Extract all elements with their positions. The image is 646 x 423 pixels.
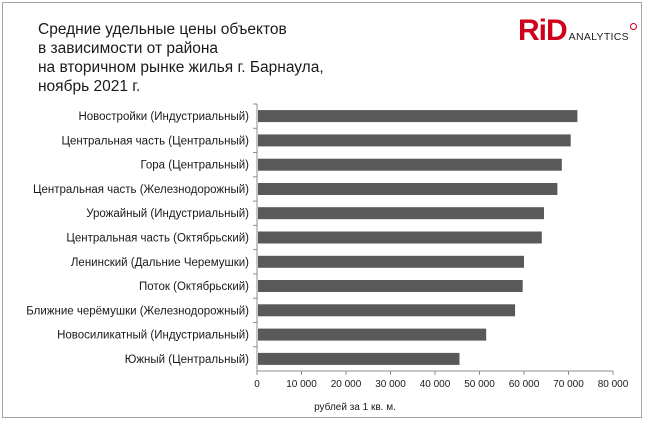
category-label-6: Ленинский (Дальние Черемушки) bbox=[71, 257, 249, 269]
title-line-4: ноябрь 2021 г. bbox=[38, 78, 141, 95]
category-label-8: Ближние черёмушки (Железнодорожный) bbox=[26, 305, 249, 317]
category-label-9: Новосиликатный (Индустриальный) bbox=[57, 330, 249, 342]
bar-9 bbox=[258, 328, 487, 341]
bar-10 bbox=[258, 352, 460, 365]
bar-2 bbox=[258, 158, 562, 171]
bar-1 bbox=[258, 134, 571, 147]
x-axis-label: рублей за 1 кв. м. bbox=[314, 401, 396, 413]
x-tick-label-0: 0 bbox=[254, 379, 260, 390]
logo-subtitle: ANALYTICS bbox=[568, 31, 629, 43]
category-label-3: Центральная часть (Железнодорожный) bbox=[33, 184, 249, 196]
logo-brand: RiD bbox=[518, 14, 568, 47]
bar-0 bbox=[258, 110, 578, 123]
x-tick-label-3: 30 000 bbox=[375, 379, 406, 390]
x-tick-label-4: 40 000 bbox=[420, 379, 451, 390]
x-tick-label-2: 20 000 bbox=[331, 379, 362, 390]
x-tick-label-1: 10 000 bbox=[286, 379, 317, 390]
title-line-2: в зависимости от района bbox=[38, 40, 219, 57]
x-tick-label-5: 50 000 bbox=[464, 379, 495, 390]
x-tick-label-8: 80 000 bbox=[598, 379, 629, 390]
bar-7 bbox=[258, 280, 523, 292]
logo-dot-icon bbox=[629, 23, 637, 30]
title-line-1: Средние удельные цены объектов bbox=[38, 21, 287, 38]
category-label-4: Урожайный (Индустриальный) bbox=[86, 208, 249, 220]
category-label-5: Центральная часть (Октябрьский) bbox=[66, 233, 249, 245]
bar-6 bbox=[258, 255, 524, 268]
category-label-0: Новостройки (Индустриальный) bbox=[78, 111, 249, 123]
category-label-1: Центральная часть (Центральный) bbox=[62, 135, 250, 147]
title-line-3: на вторичном рынке жилья г. Барнаула, bbox=[38, 59, 324, 76]
category-label-2: Гора (Центральный) bbox=[140, 160, 249, 172]
chart-title: Средние удельные цены объектов в зависим… bbox=[38, 20, 324, 96]
bar-3 bbox=[258, 183, 558, 195]
category-label-7: Поток (Октябрьский) bbox=[139, 281, 249, 293]
bar-4 bbox=[258, 207, 544, 220]
bar-8 bbox=[258, 304, 516, 317]
x-tick-label-7: 70 000 bbox=[553, 379, 584, 390]
category-label-10: Южный (Центральный) bbox=[125, 354, 249, 366]
x-tick-label-6: 60 000 bbox=[509, 379, 540, 390]
bar-5 bbox=[258, 231, 542, 244]
rid-analytics-logo: RiD ANALYTICS bbox=[518, 14, 637, 46]
